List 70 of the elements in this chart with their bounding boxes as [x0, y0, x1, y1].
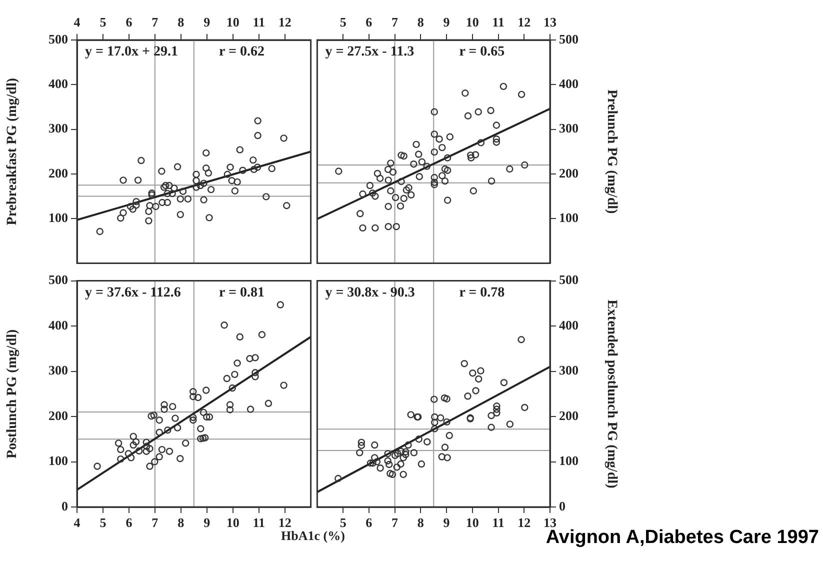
y-tick-label: 400 — [48, 76, 68, 91]
x-tick-label: 9 — [443, 515, 450, 530]
y-axis-title: Postlunch PG (mg/dl) — [5, 329, 20, 458]
x-tick-label: 9 — [443, 14, 450, 30]
annotation: r = 0.78 — [459, 285, 505, 300]
y-tick-label: 0 — [62, 498, 68, 514]
x-tick-label: 8 — [178, 515, 185, 530]
x-tick-label: 7 — [152, 14, 159, 30]
y2-tick-label: 100 — [559, 210, 578, 225]
x-tick-label: 9 — [204, 515, 211, 530]
annotation: r = 0.62 — [219, 44, 264, 60]
x-tick-label: 4 — [74, 515, 81, 530]
x-tick-label: 10 — [226, 14, 240, 30]
x-tick-label: 12 — [518, 515, 531, 530]
y-tick-label: 300 — [48, 120, 68, 136]
x-tick-label: 11 — [252, 515, 265, 530]
y2-tick-label: 0 — [559, 498, 566, 514]
annotation: y = 17.0x + 29.1 — [85, 44, 178, 60]
annotation: y = 30.8x - 90.3 — [325, 285, 415, 300]
x-tick-label: 10 — [226, 515, 240, 530]
y-tick-label: 100 — [48, 453, 68, 468]
x-tick-label: 6 — [366, 14, 373, 30]
y-tick-label: 400 — [48, 317, 68, 332]
y2-tick-label: 200 — [559, 165, 578, 180]
annotation: y = 37.6x - 112.6 — [85, 285, 181, 300]
annotation: y = 27.5x - 11.3 — [325, 44, 414, 60]
x-axis-title: HbA1c (%) — [281, 528, 345, 544]
x-tick-label: 13 — [544, 14, 557, 30]
y2-axis-title: Prelunch PG (mg/dl) — [604, 90, 619, 214]
y-tick-label: 500 — [48, 31, 68, 46]
x-tick-label: 6 — [126, 14, 133, 30]
annotation: r = 0.65 — [459, 44, 505, 60]
x-tick-label: 11 — [252, 14, 265, 30]
y2-tick-label: 400 — [559, 317, 578, 332]
y-tick-label: 200 — [48, 408, 68, 423]
x-tick-label: 8 — [417, 14, 424, 30]
x-tick-label: 7 — [392, 14, 399, 30]
annotation: r = 0.81 — [219, 285, 264, 300]
y2-tick-label: 500 — [559, 31, 578, 46]
x-tick-label: 12 — [518, 14, 531, 30]
x-tick-label: 8 — [178, 14, 185, 30]
y2-tick-label: 200 — [559, 408, 578, 423]
y-tick-label: 100 — [48, 210, 68, 225]
x-tick-label: 8 — [417, 515, 424, 530]
y-tick-label: 500 — [48, 272, 68, 288]
x-tick-label: 6 — [126, 515, 133, 530]
y2-tick-label: 100 — [559, 453, 578, 468]
x-tick-label: 6 — [366, 515, 373, 530]
x-tick-label: 12 — [278, 14, 292, 30]
x-tick-label: 5 — [100, 515, 107, 530]
x-tick-label: 11 — [492, 515, 504, 530]
x-tick-label: 10 — [466, 515, 479, 530]
y-tick-label: 200 — [48, 165, 68, 180]
x-tick-label: 5 — [340, 515, 347, 530]
x-tick-label: 11 — [492, 14, 504, 30]
y2-axis-title: Extended postlunch PG (mg/dl) — [604, 300, 619, 489]
y-axis-title: Prebreakfast PG (mg/dl) — [5, 78, 20, 226]
x-tick-label: 4 — [74, 14, 81, 30]
y2-tick-label: 300 — [559, 120, 578, 136]
x-tick-label: 9 — [204, 14, 211, 30]
x-tick-label: 10 — [466, 14, 479, 30]
y2-tick-label: 400 — [559, 76, 578, 91]
y2-tick-label: 300 — [559, 362, 578, 378]
x-tick-label: 5 — [100, 14, 107, 30]
x-tick-label: 12 — [278, 515, 292, 530]
x-tick-label: 7 — [152, 515, 159, 530]
y-tick-label: 300 — [48, 362, 68, 378]
y2-tick-label: 500 — [559, 272, 578, 288]
x-tick-label: 7 — [392, 515, 399, 530]
x-tick-label: 5 — [340, 14, 347, 30]
